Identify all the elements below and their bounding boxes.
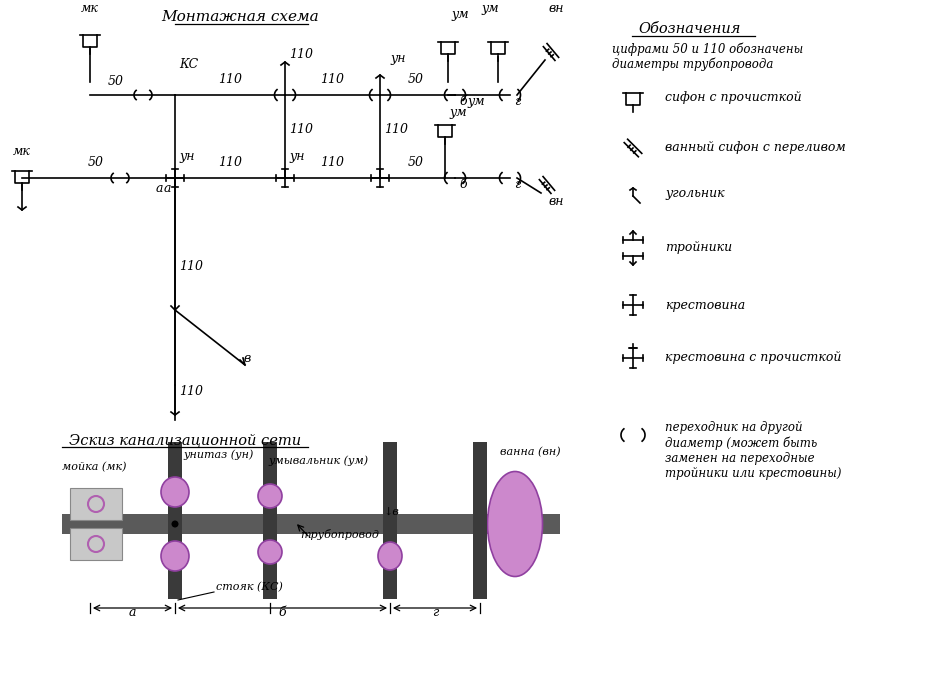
Text: ум: ум [481, 2, 499, 15]
Text: 110: 110 [179, 385, 203, 398]
Bar [62, 514, 559, 534]
Text: г: г [431, 606, 438, 619]
Text: КС: КС [179, 58, 198, 71]
Text: умывальник (ум): умывальник (ум) [268, 455, 368, 466]
Bar [70, 488, 121, 520]
Text: г: г [514, 178, 520, 191]
Text: ун: ун [389, 52, 405, 65]
Text: стояк (КС): стояк (КС) [216, 581, 283, 592]
Text: ун: ун [179, 150, 195, 163]
Text: ум: ум [451, 8, 468, 21]
Ellipse shape [377, 542, 401, 570]
Text: тройники: тройники [665, 242, 731, 255]
Ellipse shape [487, 472, 542, 577]
Text: 110: 110 [384, 123, 408, 136]
Ellipse shape [258, 484, 282, 508]
Text: мойка (мк): мойка (мк) [62, 461, 126, 472]
Text: а: а [128, 606, 135, 619]
Text: б: б [459, 95, 466, 108]
Text: ванный сифон с переливом: ванный сифон с переливом [665, 142, 844, 154]
Text: 50: 50 [88, 156, 104, 169]
Text: 50: 50 [408, 73, 424, 86]
Text: вн: вн [548, 195, 563, 208]
Bar [262, 442, 276, 599]
Text: Монтажная схема: Монтажная схема [161, 10, 319, 24]
Text: 50: 50 [108, 75, 124, 88]
Text: а: а [163, 182, 171, 195]
Text: ум: ум [449, 106, 466, 119]
Ellipse shape [160, 477, 189, 507]
Text: крестовина: крестовина [665, 299, 744, 311]
Text: унитаз (ун): унитаз (ун) [183, 450, 253, 460]
Bar [70, 528, 121, 560]
Text: а: а [156, 182, 163, 195]
Text: б: б [278, 606, 286, 619]
Text: переходник на другой
диаметр (может быть
заменен на переходные
тройники или крес: переходник на другой диаметр (может быть… [665, 421, 841, 480]
Text: 110: 110 [288, 48, 312, 61]
Text: ум: ум [466, 95, 484, 108]
Text: сифон с прочисткой: сифон с прочисткой [665, 91, 801, 105]
Text: б: б [459, 178, 466, 191]
Text: 110: 110 [288, 123, 312, 136]
Text: 110: 110 [320, 156, 344, 169]
Bar [473, 442, 487, 599]
Text: г: г [514, 95, 520, 108]
Text: 110: 110 [179, 260, 203, 273]
Text: цифрами 50 и 110 обозначены
диаметры трубопровода: цифрами 50 и 110 обозначены диаметры тру… [611, 42, 803, 71]
Text: в: в [243, 352, 250, 365]
Text: угольник: угольник [665, 186, 724, 200]
Text: трубопровод: трубопровод [299, 529, 378, 540]
Bar [383, 442, 397, 599]
Text: ванна (вн): ванна (вн) [500, 447, 560, 457]
Bar [473, 442, 487, 599]
Text: ун: ун [288, 150, 304, 163]
Ellipse shape [258, 540, 282, 564]
Text: 110: 110 [218, 156, 242, 169]
Text: ↓в: ↓в [384, 508, 400, 518]
Text: Эскиз канализационной сети: Эскиз канализационной сети [69, 433, 300, 447]
Circle shape [171, 521, 178, 528]
Text: вн: вн [548, 2, 563, 15]
Text: 110: 110 [218, 73, 242, 86]
Text: крестовина с прочисткой: крестовина с прочисткой [665, 352, 841, 364]
Text: мк: мк [13, 145, 31, 158]
Ellipse shape [160, 541, 189, 571]
Text: мк: мк [81, 2, 99, 15]
Bar [168, 442, 182, 599]
Text: 50: 50 [408, 156, 424, 169]
Text: 110: 110 [320, 73, 344, 86]
Text: Обозначения: Обозначения [638, 22, 740, 36]
